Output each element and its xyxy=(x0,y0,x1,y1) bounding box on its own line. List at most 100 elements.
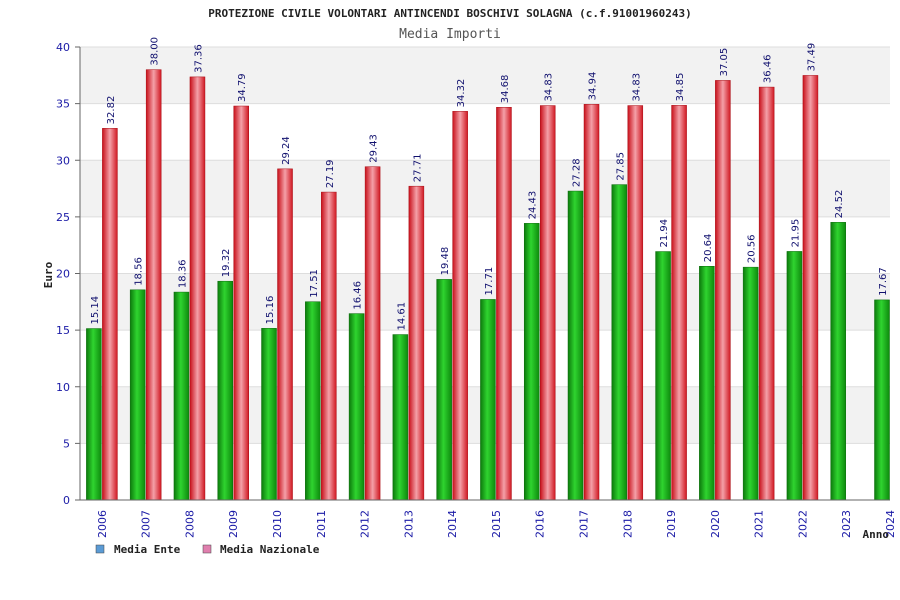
value-label: 37.49 xyxy=(806,43,817,72)
x-tick-label: 2012 xyxy=(359,510,372,538)
y-tick-label: 30 xyxy=(56,154,70,167)
value-label: 34.85 xyxy=(675,73,686,102)
bar-media-nazionale-2018 xyxy=(627,105,644,501)
legend-label-media-nazionale: Media Nazionale xyxy=(220,543,320,556)
value-label: 18.56 xyxy=(134,257,145,286)
y-tick-label: 25 xyxy=(56,211,70,224)
x-tick-label: 2024 xyxy=(884,510,897,538)
y-tick-label: 10 xyxy=(56,381,70,394)
value-label: 27.71 xyxy=(412,154,423,183)
value-label: 27.19 xyxy=(325,159,336,188)
value-label: 27.85 xyxy=(615,152,626,181)
value-label: 14.61 xyxy=(396,302,407,331)
bar-media-nazionale-2010 xyxy=(277,168,293,501)
value-label: 27.28 xyxy=(572,158,583,187)
bar-media-ente-2010 xyxy=(261,328,277,501)
value-label: 17.67 xyxy=(878,267,889,296)
y-tick-label: 40 xyxy=(56,41,70,54)
x-tick-label: 2010 xyxy=(271,510,284,538)
value-label: 17.71 xyxy=(484,267,495,296)
value-label: 21.94 xyxy=(659,219,670,248)
bar-media-nazionale-2008 xyxy=(189,76,206,501)
value-label: 18.36 xyxy=(177,259,188,288)
bar-media-nazionale-2020 xyxy=(715,80,731,501)
x-tick-label: 2023 xyxy=(840,510,853,538)
x-tick-label: 2008 xyxy=(183,510,196,538)
x-tick-label: 2018 xyxy=(621,510,634,538)
value-label: 24.43 xyxy=(528,191,539,220)
y-tick-label: 20 xyxy=(56,268,70,281)
bar-media-nazionale-2014 xyxy=(452,111,468,501)
value-label: 34.83 xyxy=(544,73,555,102)
x-tick-label: 2017 xyxy=(578,510,591,538)
bar-media-nazionale-2022 xyxy=(802,75,819,501)
x-tick-label: 2013 xyxy=(402,510,415,538)
bar-media-ente-2006 xyxy=(86,328,102,501)
y-axis-ticks: 0 5 10 15 20 25 30 35 40 xyxy=(56,41,80,507)
bar-media-ente-2012 xyxy=(348,313,365,501)
y-tick-label: 5 xyxy=(63,437,70,450)
bar-media-ente-2019 xyxy=(655,251,671,501)
value-label: 19.32 xyxy=(221,249,232,278)
legend-swatch-media-nazionale xyxy=(202,544,212,554)
legend-swatch-media-ente xyxy=(95,544,105,554)
x-tick-label: 2016 xyxy=(534,510,547,538)
value-label: 37.05 xyxy=(719,48,730,77)
bar-media-ente-2011 xyxy=(305,301,321,501)
value-label: 32.82 xyxy=(106,96,117,125)
grid-band xyxy=(80,103,890,161)
value-label: 15.16 xyxy=(265,296,276,325)
bar-media-ente-2015 xyxy=(480,299,496,501)
y-tick-label: 15 xyxy=(56,324,70,337)
bar-media-nazionale-2017 xyxy=(583,104,600,501)
bar-media-nazionale-2016 xyxy=(539,105,556,501)
value-label: 20.56 xyxy=(747,235,758,264)
bar-media-nazionale-2007 xyxy=(145,69,162,501)
value-label: 34.32 xyxy=(456,79,467,108)
value-label: 34.68 xyxy=(500,75,511,104)
x-axis-ticks: 2006 2007 2008 2009 2010 2011 2012 2013 2014 2015… xyxy=(96,510,897,538)
value-label: 24.52 xyxy=(834,190,845,219)
bar-media-ente-2020 xyxy=(699,266,715,501)
bar-media-ente-2009 xyxy=(217,280,233,501)
value-label: 17.51 xyxy=(309,269,320,298)
bar-media-ente-2016 xyxy=(523,223,540,501)
x-tick-label: 2022 xyxy=(796,510,809,538)
legend: Media Ente Media Nazionale xyxy=(95,543,320,556)
bar-media-nazionale-2009 xyxy=(233,105,249,501)
value-label: 20.64 xyxy=(703,234,714,263)
bar-media-nazionale-2013 xyxy=(408,185,425,501)
value-label: 37.36 xyxy=(193,44,204,73)
y-tick-label: 35 xyxy=(56,98,70,111)
bar-media-ente-2008 xyxy=(173,291,190,501)
x-tick-label: 2021 xyxy=(753,510,766,538)
x-tick-label: 2007 xyxy=(140,510,153,538)
x-axis-label: Anno xyxy=(863,528,890,541)
bar-media-ente-2017 xyxy=(567,190,584,501)
bar-media-nazionale-2012 xyxy=(364,166,381,501)
bar-media-nazionale-2019 xyxy=(671,105,687,501)
grid-band xyxy=(80,160,890,217)
value-label: 29.24 xyxy=(281,136,292,165)
y-axis-label: Euro xyxy=(42,261,55,288)
value-label: 15.14 xyxy=(90,296,101,325)
bar-media-ente-2013 xyxy=(392,334,409,501)
x-tick-label: 2009 xyxy=(227,510,240,538)
legend-label-media-ente: Media Ente xyxy=(114,543,181,556)
grid-band xyxy=(80,47,890,104)
chart-title: PROTEZIONE CIVILE VOLONTARI ANTINCENDI B… xyxy=(208,7,691,20)
x-tick-label: 2015 xyxy=(490,510,503,538)
bar-media-ente-2021 xyxy=(742,266,759,501)
x-tick-label: 2014 xyxy=(446,510,459,538)
chart-subtitle: Media Importi xyxy=(399,27,501,42)
bar-media-nazionale-2006 xyxy=(102,128,118,501)
bar-media-ente-2014 xyxy=(436,279,452,501)
value-labels: 15.14 32.82 18.56 38.00 18.36 37.36 19.32 34.79… xyxy=(90,37,889,331)
bar-media-ente-2022 xyxy=(786,251,803,501)
value-label: 34.79 xyxy=(237,73,248,102)
value-label: 38.00 xyxy=(150,37,161,66)
bar-media-ente-2018 xyxy=(611,184,628,501)
x-tick-label: 2020 xyxy=(709,510,722,538)
bar-media-ente-2023 xyxy=(830,222,846,501)
